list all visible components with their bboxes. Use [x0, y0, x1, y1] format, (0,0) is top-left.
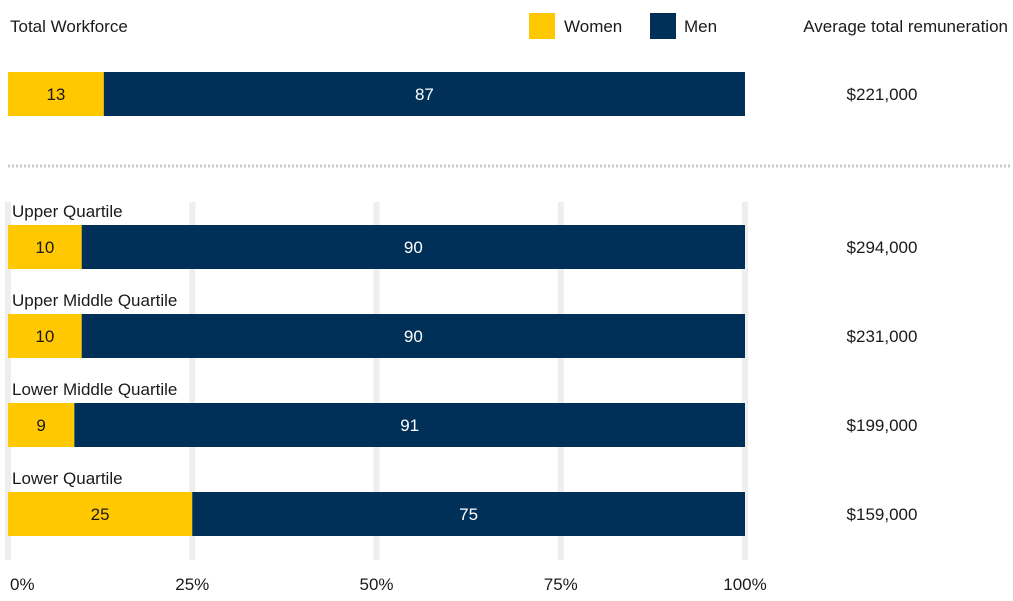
chart-title: Total Workforce [10, 17, 128, 36]
remuneration-header: Average total remuneration [803, 17, 1008, 36]
quartile-row-0-value-women: 10 [35, 238, 54, 257]
quartile-row-0-label: Upper Quartile [12, 202, 123, 221]
quartile-row-1-label: Upper Middle Quartile [12, 291, 177, 310]
quartile-row-2-value-women: 9 [36, 416, 45, 435]
quartile-row-2-remuneration: $199,000 [847, 416, 918, 435]
quartile-row-0-value-men: 90 [404, 238, 423, 257]
quartile-row-1-bar-women [8, 314, 82, 358]
quartile-row-1-value-women: 10 [35, 327, 54, 346]
legend-label-women: Women [564, 17, 622, 36]
quartile-row-1-bar-men [81, 314, 745, 358]
legend-swatch-women [529, 13, 555, 39]
legend: Women Men [529, 13, 717, 39]
legend-swatch-men [650, 13, 676, 39]
quartile-row-3-bar-women [8, 492, 193, 536]
quartile-row-0: Upper Quartile 10 90 $294,000 [8, 202, 917, 269]
x-tick-label-0: 0% [10, 575, 35, 594]
quartile-row-0-bar-men [81, 225, 745, 269]
x-tick-label-3: 75% [544, 575, 578, 594]
quartile-row-3-value-women: 25 [91, 505, 110, 524]
quartile-row-3-label: Lower Quartile [12, 469, 123, 488]
quartile-row-3: Lower Quartile 25 75 $159,000 [8, 469, 917, 536]
quartile-row-3-remuneration: $159,000 [847, 505, 918, 524]
legend-label-men: Men [684, 17, 717, 36]
x-tick-label-2: 50% [359, 575, 393, 594]
total-workforce-row-bar-men [103, 72, 745, 116]
quartile-row-2-bar-women [8, 403, 75, 447]
quartile-row-1-remuneration: $231,000 [847, 327, 918, 346]
quartile-row-3-value-men: 75 [459, 505, 478, 524]
quartile-row-0-bar-women [8, 225, 82, 269]
total-workforce-row-remuneration: $221,000 [847, 85, 918, 104]
x-axis-ticks: 0% 25% 50% 75% 100% [10, 575, 767, 594]
quartile-row-2-value-men: 91 [400, 416, 419, 435]
total-workforce-row-value-women: 13 [46, 85, 65, 104]
total-workforce-row: 13 87 $221,000 [8, 72, 917, 116]
quartile-row-0-remuneration: $294,000 [847, 238, 918, 257]
quartile-row-2: Lower Middle Quartile 9 91 $199,000 [8, 380, 917, 447]
quartile-row-1-value-men: 90 [404, 327, 423, 346]
quartile-row-3-bar-men [192, 492, 745, 536]
quartile-row-1: Upper Middle Quartile 10 90 $231,000 [8, 291, 917, 358]
x-tick-label-1: 25% [175, 575, 209, 594]
x-tick-label-4: 100% [723, 575, 766, 594]
total-workforce-row-bar-women [8, 72, 104, 116]
quartile-row-2-bar-men [74, 403, 745, 447]
quartile-row-2-label: Lower Middle Quartile [12, 380, 177, 399]
total-workforce-row-value-men: 87 [415, 85, 434, 104]
